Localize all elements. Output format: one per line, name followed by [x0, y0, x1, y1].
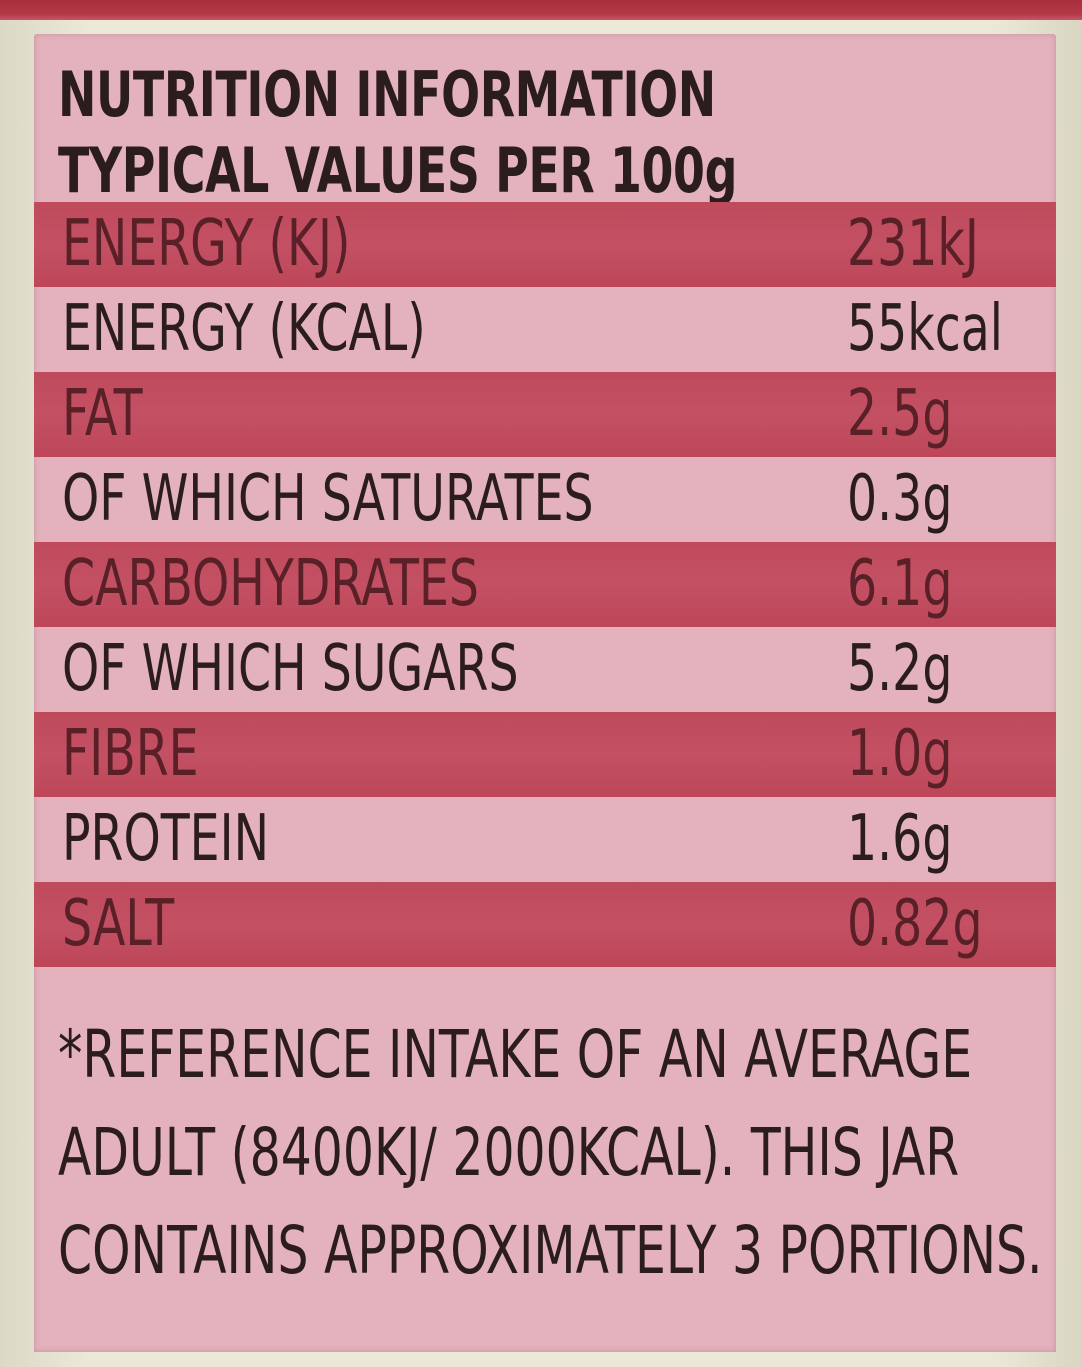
heading-line-2: TYPICAL VALUES PER 100g	[58, 134, 738, 207]
table-row: OF WHICH SATURATES 0.3g	[34, 457, 1056, 542]
label-subheading: TYPICAL VALUES PER 100g	[58, 140, 976, 202]
nutrient-name: ENERGY (KCAL)	[62, 292, 426, 366]
nutrient-name: CARBOHYDRATES	[62, 547, 479, 621]
nutrient-name: FAT	[62, 377, 143, 451]
nutrient-value: 6.1g	[847, 547, 953, 621]
nutrient-name: SALT	[62, 887, 175, 961]
heading-line-1: NUTRITION INFORMATION	[58, 58, 716, 131]
nutrient-name: ENERGY (KJ)	[62, 207, 351, 281]
nutrient-value: 55kcal	[847, 292, 1003, 366]
table-row: FIBRE 1.0g	[34, 712, 1056, 797]
nutrient-name: PROTEIN	[62, 802, 269, 876]
nutrient-name: OF WHICH SATURATES	[62, 462, 594, 536]
reference-intake-footnote: *REFERENCE INTAKE OF AN AVERAGE ADULT (8…	[58, 1022, 1048, 1316]
footnote-line: *REFERENCE INTAKE OF AN AVERAGE	[58, 1016, 973, 1093]
table-row: ENERGY (KJ) 231kJ	[34, 202, 1056, 287]
footnote-line: CONTAINS APPROXIMATELY 3 PORTIONS.	[58, 1212, 1043, 1289]
table-row: SALT 0.82g	[34, 882, 1056, 967]
table-row: CARBOHYDRATES 6.1g	[34, 542, 1056, 627]
nutrient-value: 0.3g	[847, 462, 953, 536]
table-row: OF WHICH SUGARS 5.2g	[34, 627, 1056, 712]
nutrient-value: 231kJ	[847, 207, 979, 281]
footnote-line: ADULT (8400KJ/ 2000KCAL). THIS JAR	[58, 1114, 960, 1191]
nutrition-table: ENERGY (KJ) 231kJ ENERGY (KCAL) 55kcal F…	[34, 202, 1056, 967]
table-row: ENERGY (KCAL) 55kcal	[34, 287, 1056, 372]
nutrient-value: 2.5g	[847, 377, 953, 451]
nutrient-value: 1.6g	[847, 802, 953, 876]
label-heading: NUTRITION INFORMATION	[58, 64, 947, 126]
nutrient-value: 5.2g	[847, 632, 953, 706]
nutrition-label: NUTRITION INFORMATION TYPICAL VALUES PER…	[34, 34, 1056, 1352]
nutrient-name: FIBRE	[62, 717, 199, 791]
table-row: PROTEIN 1.6g	[34, 797, 1056, 882]
nutrient-value: 0.82g	[847, 887, 983, 961]
jar-lid-band	[0, 0, 1082, 20]
table-row: FAT 2.5g	[34, 372, 1056, 457]
nutrient-value: 1.0g	[847, 717, 953, 791]
nutrient-name: OF WHICH SUGARS	[62, 632, 519, 706]
